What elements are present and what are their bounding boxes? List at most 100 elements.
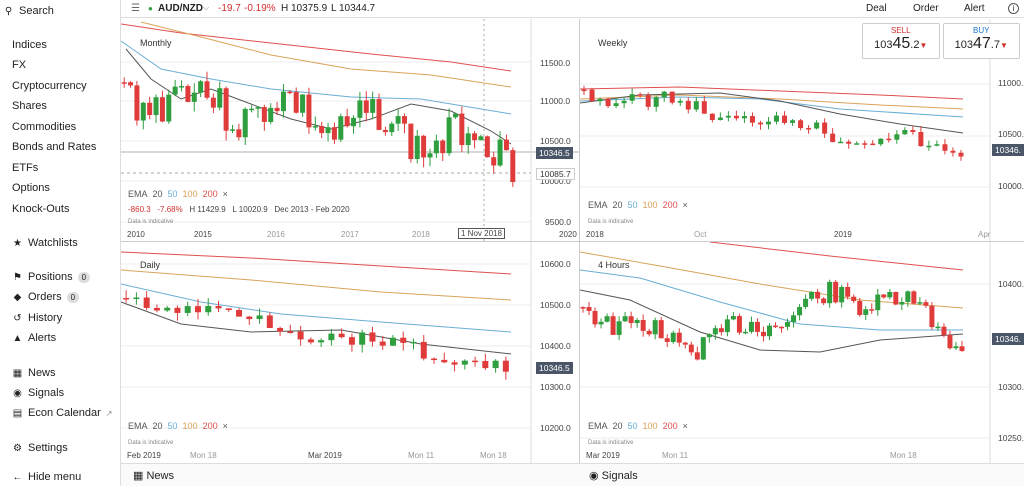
hamburger-icon[interactable]: ☰	[131, 3, 140, 14]
candle	[414, 135, 420, 160]
candle	[179, 86, 185, 88]
candle	[134, 85, 140, 121]
candle	[143, 297, 150, 308]
search-button[interactable]: ⚲ Search	[4, 5, 54, 17]
daily-chart[interactable]	[121, 242, 579, 463]
alert-button[interactable]: Alert	[964, 3, 985, 14]
sidebar-item-signals[interactable]: ◉ Signals	[13, 387, 65, 399]
sell-button[interactable]: SELL 10345.2▼	[862, 23, 940, 59]
low-price-tag: 10085.7	[536, 168, 575, 180]
sidebar-item-bonds-and-rates[interactable]: Bonds and Rates	[12, 141, 97, 153]
candle	[266, 315, 273, 328]
candle	[502, 360, 509, 372]
candle	[797, 306, 803, 316]
chart-panel-monthly[interactable]	[121, 19, 579, 241]
buy-button[interactable]: BUY 10347.7▼	[942, 23, 1020, 59]
panel-title: Weekly	[598, 38, 628, 48]
instrument-name[interactable]: AUD/NZD	[158, 3, 203, 14]
sidebar-item-settings[interactable]: ⚙ Settings	[13, 442, 68, 454]
chevron-down-icon[interactable]: ⌵	[203, 3, 210, 12]
deal-button[interactable]: Deal	[866, 3, 887, 14]
x-tick: Oct	[694, 230, 707, 239]
candle	[604, 316, 610, 322]
hide-menu-button[interactable]: ← Hide menu	[12, 471, 82, 483]
close-icon[interactable]: ×	[682, 200, 688, 210]
candle	[580, 307, 586, 309]
sidebar-item-cryptocurrency[interactable]: Cryptocurrency	[12, 80, 87, 92]
candle	[153, 97, 159, 116]
candle	[887, 291, 893, 298]
candle	[935, 326, 941, 329]
news-icon: ▦	[133, 470, 144, 482]
candle	[923, 302, 929, 306]
ema-legend: EMA 20 50 100 200 ×	[128, 189, 228, 199]
candle	[452, 113, 458, 118]
sidebar-item-positions[interactable]: ⚑ Positions 0	[12, 271, 91, 283]
chart-panel-weekly[interactable]	[580, 19, 1024, 241]
chart-panel-4hours[interactable]	[580, 242, 1024, 463]
sidebar-item-orders[interactable]: ◆ Orders 0	[12, 291, 80, 303]
candle	[484, 136, 490, 158]
sidebar-item-indices[interactable]: Indices	[12, 39, 47, 51]
candle	[765, 121, 771, 125]
candle	[331, 127, 337, 140]
candle	[724, 319, 730, 333]
sidebar-item-options[interactable]: Options	[12, 182, 50, 194]
sidebar-item-econ-calendar[interactable]: ▤ Econ Calendar ↗	[12, 407, 113, 419]
chart-panel-daily[interactable]	[121, 242, 579, 463]
sidebar-item-alerts[interactable]: ▲ Alerts	[12, 332, 57, 344]
candle	[709, 113, 715, 120]
candle	[586, 307, 592, 311]
price-change-pct: -0.19%	[244, 3, 276, 14]
current-price-tag: 10346.5	[536, 362, 573, 374]
info-icon[interactable]: i	[1008, 3, 1019, 14]
candle	[839, 287, 845, 303]
candle	[223, 88, 229, 131]
candle	[950, 150, 956, 153]
candle	[621, 100, 627, 104]
candle	[319, 126, 325, 134]
order-button[interactable]: Order	[913, 3, 939, 14]
arrow-left-icon: ←	[12, 471, 23, 483]
four-hours-chart[interactable]	[580, 242, 1024, 463]
news-tab[interactable]: ▦ News	[133, 470, 174, 482]
candle	[229, 129, 235, 131]
close-icon[interactable]: ×	[222, 421, 228, 431]
indicative-note: Data is indicative	[128, 219, 174, 225]
sidebar-item-news[interactable]: ▦ News	[12, 367, 56, 379]
monthly-chart[interactable]	[121, 19, 579, 241]
sidebar-item-knock-outs[interactable]: Knock-Outs	[12, 203, 70, 215]
y-tick: 10500.	[998, 129, 1024, 139]
indicative-note: Data is indicative	[588, 219, 634, 225]
signals-tab[interactable]: ◉ Signals	[589, 470, 638, 482]
close-icon[interactable]: ×	[682, 421, 688, 431]
candle	[846, 141, 852, 144]
signals-icon: ◉	[589, 470, 599, 482]
candle	[408, 123, 414, 160]
sidebar-item-shares[interactable]: Shares	[12, 100, 47, 112]
sidebar-item-watchlists[interactable]: ★ Watchlists	[13, 237, 78, 249]
indicative-note: Data is indicative	[588, 440, 634, 446]
ema-200-line	[709, 242, 964, 271]
y-tick: 10600.0	[540, 259, 571, 269]
y-tick: 11000.0	[540, 96, 571, 106]
candle	[277, 327, 284, 332]
close-icon[interactable]: ×	[222, 189, 228, 199]
panel-title: Daily	[140, 260, 161, 270]
candle	[870, 143, 876, 146]
candle	[886, 138, 892, 141]
candle	[491, 157, 497, 166]
sidebar-item-history[interactable]: ↺ History	[13, 312, 63, 324]
weekly-chart[interactable]	[580, 19, 1024, 241]
candle	[676, 332, 682, 343]
candle	[827, 281, 833, 304]
day-high: H 10375.9	[281, 3, 328, 14]
candle	[274, 107, 280, 112]
sidebar-item-etfs[interactable]: ETFs	[12, 162, 39, 174]
sidebar-item-fx[interactable]: FX	[12, 59, 27, 71]
candle	[236, 129, 242, 138]
x-tick: 2018	[586, 230, 604, 239]
ema-legend: EMA 20 50 100 200 ×	[128, 421, 228, 431]
sidebar-item-commodities[interactable]: Commodities	[12, 121, 77, 133]
candle	[640, 320, 646, 331]
